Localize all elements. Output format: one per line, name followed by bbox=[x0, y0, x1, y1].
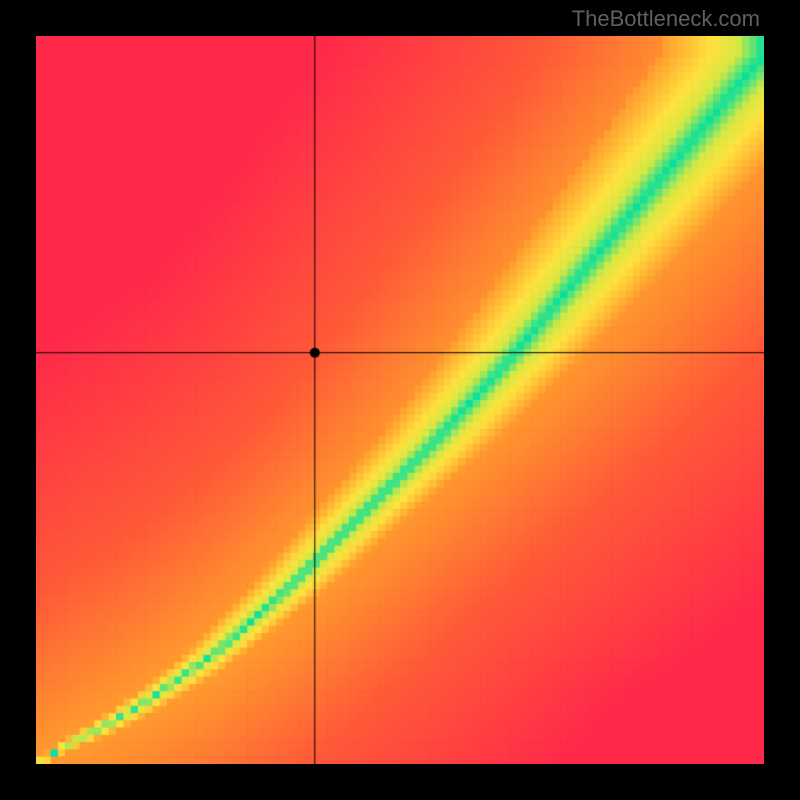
bottleneck-heatmap bbox=[36, 36, 764, 764]
watermark-text: TheBottleneck.com bbox=[572, 6, 760, 32]
chart-container: TheBottleneck.com bbox=[0, 0, 800, 800]
